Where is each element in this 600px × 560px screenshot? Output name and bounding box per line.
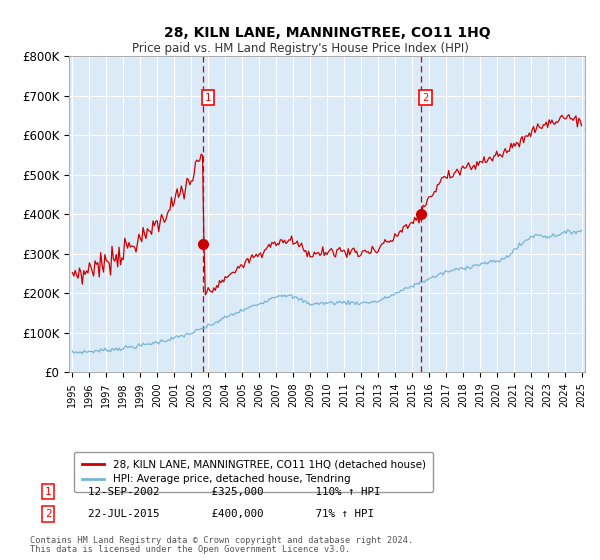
Text: 2: 2 bbox=[45, 509, 52, 519]
Legend: 28, KILN LANE, MANNINGTREE, CO11 1HQ (detached house), HPI: Average price, detac: 28, KILN LANE, MANNINGTREE, CO11 1HQ (de… bbox=[74, 452, 433, 492]
Text: 12-SEP-2002        £325,000        110% ↑ HPI: 12-SEP-2002 £325,000 110% ↑ HPI bbox=[75, 487, 380, 497]
Text: This data is licensed under the Open Government Licence v3.0.: This data is licensed under the Open Gov… bbox=[30, 545, 350, 554]
Text: 2: 2 bbox=[422, 92, 428, 102]
Title: 28, KILN LANE, MANNINGTREE, CO11 1HQ: 28, KILN LANE, MANNINGTREE, CO11 1HQ bbox=[164, 26, 490, 40]
Text: Contains HM Land Registry data © Crown copyright and database right 2024.: Contains HM Land Registry data © Crown c… bbox=[30, 536, 413, 545]
Text: 1: 1 bbox=[45, 487, 52, 497]
Text: 22-JUL-2015        £400,000        71% ↑ HPI: 22-JUL-2015 £400,000 71% ↑ HPI bbox=[75, 509, 374, 519]
Text: 1: 1 bbox=[205, 92, 211, 102]
Text: Price paid vs. HM Land Registry's House Price Index (HPI): Price paid vs. HM Land Registry's House … bbox=[131, 42, 469, 55]
